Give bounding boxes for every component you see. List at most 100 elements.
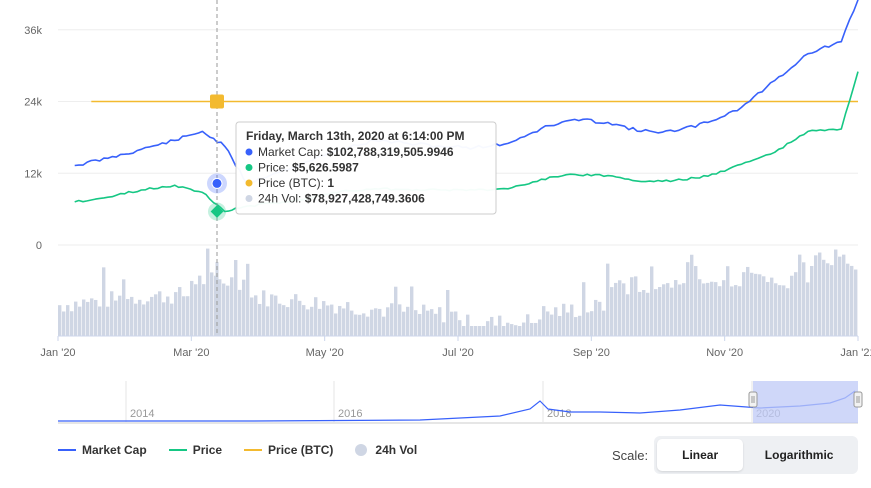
volume-bar bbox=[370, 309, 374, 336]
legend-label: Price bbox=[192, 443, 223, 457]
volume-bar bbox=[822, 259, 826, 336]
volume-bar bbox=[554, 307, 558, 336]
volume-bar bbox=[222, 283, 226, 336]
volume-bar bbox=[102, 267, 106, 336]
volume-bar bbox=[854, 269, 858, 336]
legend-item-price[interactable]: Price bbox=[168, 443, 223, 457]
range-navigator[interactable]: 2014201620182020 bbox=[58, 381, 863, 424]
crosshair bbox=[207, 0, 227, 336]
volume-bar bbox=[738, 286, 742, 336]
legend-item-market-cap[interactable]: Market Cap bbox=[58, 443, 147, 457]
navigator-left-handle bbox=[748, 391, 758, 408]
navigator-year-label: 2016 bbox=[338, 408, 362, 420]
volume-bar bbox=[430, 309, 434, 336]
volume-bar bbox=[238, 289, 242, 336]
volume-bar bbox=[226, 285, 230, 336]
volume-bar bbox=[282, 305, 286, 336]
legend-label: 24h Vol bbox=[375, 443, 418, 457]
volume-bar bbox=[678, 284, 682, 336]
volume-bar bbox=[194, 284, 198, 336]
volume-bar bbox=[826, 263, 830, 336]
volume-bar bbox=[366, 316, 370, 336]
volume-bar bbox=[786, 288, 790, 336]
volume-bar bbox=[346, 302, 350, 336]
volume-bar bbox=[490, 316, 494, 336]
tooltip-row-value: $78,927,428,749.3606 bbox=[305, 192, 425, 206]
volume-bar bbox=[682, 283, 686, 336]
volume-bar bbox=[586, 312, 590, 336]
legend-swatch bbox=[244, 449, 263, 451]
scale-linear-button[interactable]: Linear bbox=[657, 439, 744, 471]
volume-bar bbox=[518, 326, 522, 336]
volume-bar bbox=[594, 299, 598, 336]
volume-bar bbox=[406, 306, 410, 336]
volume-bar bbox=[318, 308, 322, 336]
volume-bar bbox=[162, 302, 166, 336]
x-axis: Jan '20 Mar '20 May '20 Jul '20 Sep '20 Nov '… bbox=[40, 335, 871, 359]
y-tick-label: 0 bbox=[36, 240, 42, 252]
tooltip-row-value: $102,788,319,505.9946 bbox=[327, 145, 454, 159]
volume-bar bbox=[458, 320, 462, 336]
legend-label: Price (BTC) bbox=[268, 443, 334, 457]
volume-bar bbox=[690, 254, 694, 336]
volume-bar bbox=[818, 252, 822, 336]
tooltip-dot bbox=[245, 195, 253, 202]
volume-bar bbox=[110, 291, 114, 336]
volume-bar bbox=[702, 283, 706, 336]
volume-bar bbox=[378, 308, 382, 336]
scale-logarithmic-button[interactable]: Logarithmic bbox=[764, 448, 834, 462]
volume-bar bbox=[686, 262, 690, 336]
volume-bar bbox=[58, 305, 62, 336]
volume-bar bbox=[422, 304, 426, 336]
tooltip-row: Price: $5,626.5987 bbox=[258, 161, 359, 175]
volume-bar bbox=[426, 310, 430, 336]
legend-swatch bbox=[355, 444, 368, 456]
volume-bar bbox=[606, 263, 610, 336]
price-btc-hover-marker bbox=[210, 94, 224, 109]
volume-bar bbox=[298, 300, 302, 336]
volume-bar bbox=[410, 286, 414, 336]
volume-bar bbox=[386, 307, 390, 336]
volume-bar bbox=[634, 276, 638, 336]
volume-bar bbox=[262, 290, 266, 336]
scale-selector: Scale: Linear Logarithmic bbox=[612, 436, 859, 474]
volume-bar bbox=[82, 299, 86, 336]
tooltip-row-label: Price: bbox=[258, 161, 292, 175]
volume-bar bbox=[662, 284, 666, 336]
volume-bar bbox=[570, 304, 574, 336]
volume-bar bbox=[310, 306, 314, 336]
volume-bar bbox=[794, 272, 798, 336]
volume-bar bbox=[846, 263, 850, 336]
volume-bar bbox=[62, 311, 66, 336]
volume-bar bbox=[758, 274, 762, 336]
tooltip-row-label: Price (BTC): bbox=[258, 176, 327, 190]
volume-bar bbox=[186, 296, 190, 336]
volume-bar bbox=[486, 321, 490, 336]
y-tick-label: 36k bbox=[24, 25, 42, 37]
legend-item-price-btc[interactable]: Price (BTC) bbox=[244, 443, 333, 457]
x-tick-label: Mar '20 bbox=[173, 347, 209, 359]
legend-item-24h-vol[interactable]: 24h Vol bbox=[355, 443, 417, 457]
y-tick-label: 24k bbox=[24, 97, 42, 109]
volume-bar bbox=[334, 313, 338, 336]
volume-bar bbox=[270, 294, 274, 336]
volume-bar bbox=[138, 299, 142, 336]
volume-bar bbox=[90, 298, 94, 336]
volume-bar bbox=[398, 304, 402, 336]
volume-bar bbox=[522, 322, 526, 336]
volume-bar bbox=[814, 255, 818, 336]
volume-bar bbox=[614, 282, 618, 336]
volume-bars bbox=[58, 248, 858, 336]
volume-bar bbox=[734, 285, 738, 336]
volume-bar bbox=[742, 272, 746, 336]
tooltip-row-label: Market Cap: bbox=[258, 145, 327, 159]
tooltip-dot bbox=[245, 148, 253, 156]
volume-bar bbox=[434, 313, 438, 336]
volume-bar bbox=[198, 275, 202, 336]
navigator-right-handle bbox=[853, 391, 863, 408]
volume-bar bbox=[106, 306, 110, 336]
volume-bar bbox=[126, 299, 130, 336]
volume-bar bbox=[810, 265, 814, 336]
volume-bar bbox=[130, 296, 134, 336]
